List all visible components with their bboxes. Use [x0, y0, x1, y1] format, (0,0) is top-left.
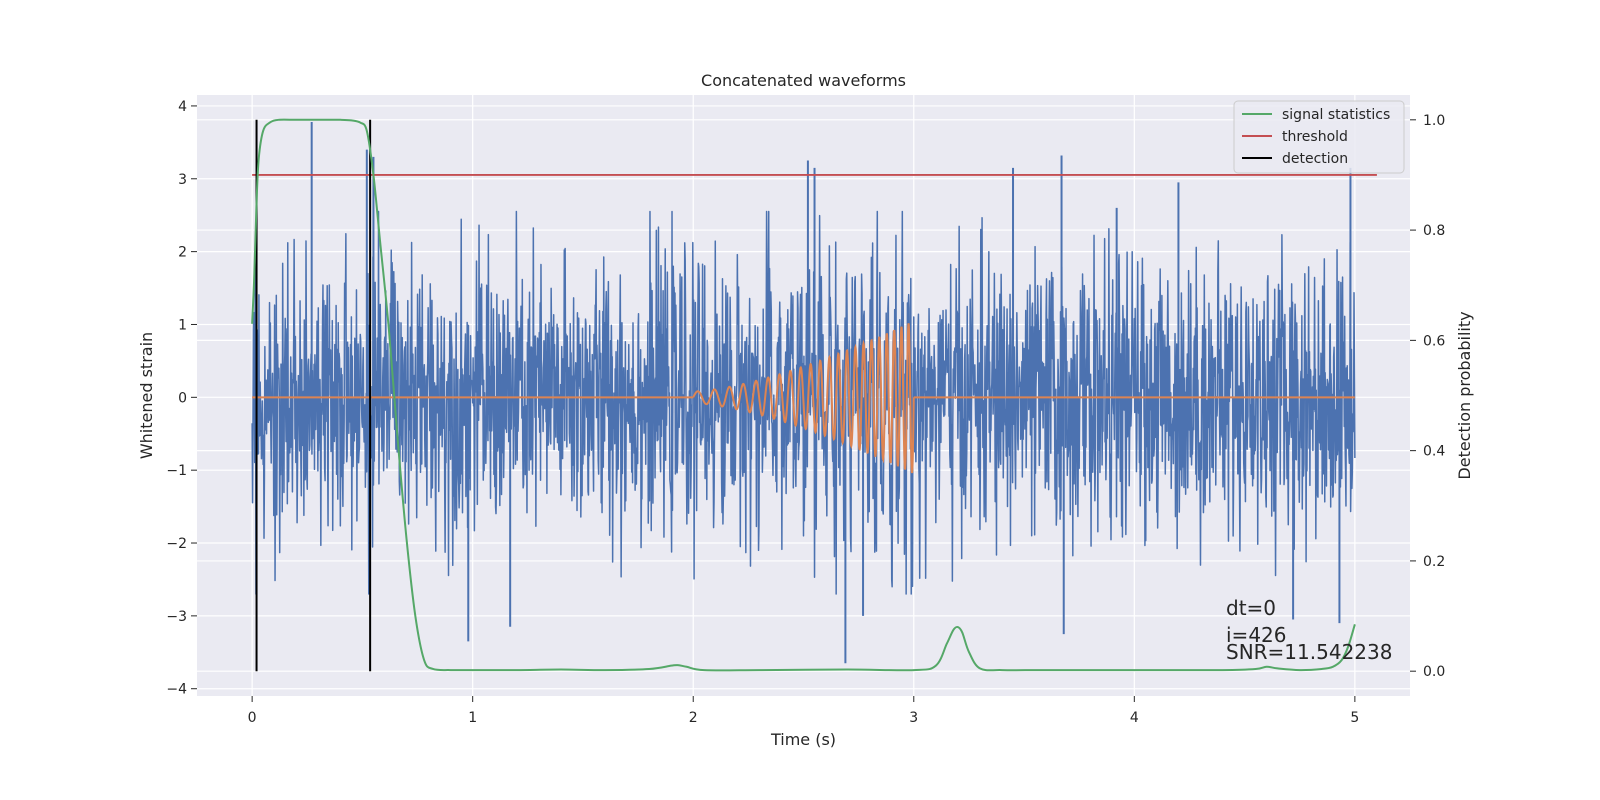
x-tick-label: 5 [1350, 710, 1359, 726]
x-tick-label: 3 [909, 710, 918, 726]
x-tick-label: 2 [689, 710, 698, 726]
y-tick-label: 2 [178, 245, 187, 261]
x-tick-label: 1 [468, 710, 477, 726]
y-tick-label: −4 [166, 682, 187, 698]
y-tick-label: 4 [178, 99, 187, 115]
legend: signal statistics threshold detection [1233, 100, 1405, 174]
y2-axis-label: Detection probability [1455, 311, 1474, 479]
chart-title: Concatenated waveforms [701, 71, 906, 90]
strain-spikes [310, 121, 1352, 664]
series-layer [251, 118, 1377, 672]
annotation-index: i=426 [1226, 623, 1287, 647]
x-axis-label: Time (s) [770, 730, 836, 749]
y-tick-label: 0 [178, 390, 187, 406]
signal-statistics-line [251, 118, 1356, 672]
legend-entry-threshold: threshold [1282, 129, 1348, 145]
y-tick-label: 1 [178, 317, 187, 333]
x-tick-label: 4 [1130, 710, 1139, 726]
annotation-snr: SNR=11.542238 [1226, 640, 1392, 664]
y2-tick-label: 0.6 [1423, 333, 1445, 349]
y2-tick-label: 1.0 [1423, 113, 1445, 129]
legend-entry-signal-statistics: signal statistics [1282, 107, 1390, 123]
y-tick-label: −3 [166, 609, 187, 625]
y2-tick-label: 0.2 [1423, 554, 1445, 570]
y2-tick-label: 0.4 [1423, 444, 1445, 460]
injected-signal-chirp [692, 323, 915, 474]
strain-trace [251, 210, 1356, 595]
y-axis-label: Whitened strain [137, 332, 156, 459]
legend-entry-detection: detection [1282, 151, 1348, 167]
y-tick-label: 3 [178, 172, 187, 188]
axes-layer: 0 1 2 3 4 5 −4 −3 −2 −1 0 1 2 3 4 0.0 0.2 0.4 0.6 0.8 1.0 [166, 99, 1445, 726]
y-tick-label: −1 [166, 463, 187, 479]
x-tick-label: 0 [248, 710, 257, 726]
y2-tick-label: 0.0 [1423, 664, 1445, 680]
annotation-dt: dt=0 [1226, 596, 1276, 620]
y2-tick-label: 0.8 [1423, 223, 1445, 239]
legend-box [1233, 100, 1405, 174]
y-tick-label: −2 [166, 536, 187, 552]
